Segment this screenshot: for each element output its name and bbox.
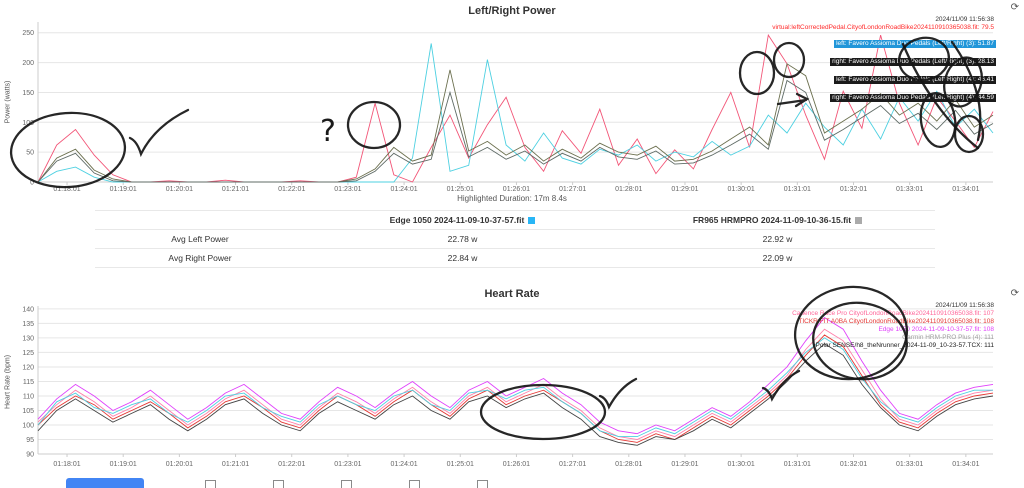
summary-table: Edge 1050 2024-11-09-10-37-57.fit FR965 … <box>95 210 935 268</box>
svg-text:90: 90 <box>26 452 34 459</box>
svg-text:01:20:01: 01:20:01 <box>166 186 193 193</box>
svg-text:01:34:01: 01:34:01 <box>952 186 979 193</box>
option-checkbox[interactable] <box>409 480 420 488</box>
heart-rate-refresh-icon[interactable]: ⟳ <box>1010 288 1019 299</box>
power-chart-title: Left/Right Power <box>468 5 556 17</box>
legend-entry: right: Favero Assioma Duo Pedals (Left/R… <box>830 94 996 102</box>
svg-text:95: 95 <box>26 437 34 444</box>
option-checkbox[interactable] <box>273 480 284 488</box>
svg-text:01:19:01: 01:19:01 <box>110 186 137 193</box>
svg-text:01:27:01: 01:27:01 <box>559 461 586 468</box>
svg-text:100: 100 <box>22 422 34 429</box>
svg-text:01:31:01: 01:31:01 <box>784 461 811 468</box>
legend-entry: virtual:leftCorrectedPedal.CityofLondonR… <box>772 24 994 31</box>
legend-entry: 2024/11/09 11:56:38 <box>935 302 994 309</box>
svg-text:01:25:01: 01:25:01 <box>447 186 474 193</box>
device-column-header: FR965 HRMPRO 2024-11-09-10-36-15.fit <box>620 210 935 230</box>
metric-label: Avg Right Power <box>95 248 305 268</box>
svg-text:01:18:01: 01:18:01 <box>53 186 80 193</box>
svg-text:01:18:01: 01:18:01 <box>53 461 80 468</box>
svg-text:01:20:01: 01:20:01 <box>166 461 193 468</box>
legend-entry: Garmin HRM-PRO Plus (4): 111 <box>902 334 994 341</box>
metric-value: 22.09 w <box>620 248 935 268</box>
svg-text:135: 135 <box>22 321 34 328</box>
series-color-swatch <box>855 217 863 224</box>
empty-header-cell <box>95 210 305 230</box>
svg-text:01:26:01: 01:26:01 <box>503 461 530 468</box>
svg-text:01:30:01: 01:30:01 <box>728 186 755 193</box>
svg-text:01:28:01: 01:28:01 <box>615 186 642 193</box>
svg-text:120: 120 <box>22 364 34 371</box>
option-checkbox[interactable] <box>205 480 216 488</box>
legend-entry: Polar SENSE/h8_theNrunner_2024-11-09_10-… <box>815 342 995 349</box>
svg-text:100: 100 <box>22 120 34 127</box>
device-column-label: FR965 HRMPRO 2024-11-09-10-36-15.fit <box>692 215 852 225</box>
heart-rate-chart[interactable]: 90 95 100 105 110 115 120 125 130 135 140 01:18:01 0… <box>0 296 1024 478</box>
legend-entry: left: Favero Assioma Duo Pedals (Left/Ri… <box>834 76 996 84</box>
svg-text:01:29:01: 01:29:01 <box>671 461 698 468</box>
svg-text:125: 125 <box>22 350 34 357</box>
svg-text:01:27:01: 01:27:01 <box>559 186 586 193</box>
svg-text:01:30:01: 01:30:01 <box>728 461 755 468</box>
svg-text:01:25:01: 01:25:01 <box>447 461 474 468</box>
svg-text:01:32:01: 01:32:01 <box>840 461 867 468</box>
legend-entry: 2024/11/09 11:56:38 <box>935 16 994 23</box>
power-chart[interactable]: 0 50 100 150 200 250 01:18:01 01:19:01 01:20:01 0… <box>0 0 1024 196</box>
legend-entry: TICKR FIT A0BA CityofLondonRoadBike20241… <box>798 318 994 325</box>
power-refresh-icon[interactable]: ⟳ <box>1010 2 1019 13</box>
svg-text:01:33:01: 01:33:01 <box>896 461 923 468</box>
highlighted-duration: Highlighted Duration: 17m 8.4s <box>457 194 567 203</box>
svg-text:250: 250 <box>22 30 34 37</box>
svg-text:01:34:01: 01:34:01 <box>952 461 979 468</box>
svg-text:01:32:01: 01:32:01 <box>840 186 867 193</box>
option-checkbox[interactable] <box>477 480 488 488</box>
action-button[interactable] <box>66 478 144 488</box>
svg-text:01:22:01: 01:22:01 <box>278 461 305 468</box>
svg-text:105: 105 <box>22 408 34 415</box>
bottom-controls-bar <box>0 476 1024 488</box>
svg-text:01:23:01: 01:23:01 <box>334 186 361 193</box>
svg-text:110: 110 <box>23 393 34 400</box>
series-color-swatch <box>528 217 536 224</box>
svg-text:01:23:01: 01:23:01 <box>334 461 361 468</box>
svg-text:0: 0 <box>30 180 34 187</box>
power-y-axis-label: Power (watts) <box>4 80 12 124</box>
svg-text:01:31:01: 01:31:01 <box>784 186 811 193</box>
svg-text:01:33:01: 01:33:01 <box>896 186 923 193</box>
svg-text:01:24:01: 01:24:01 <box>390 461 417 468</box>
svg-text:01:24:01: 01:24:01 <box>390 186 417 193</box>
svg-text:01:21:01: 01:21:01 <box>222 186 249 193</box>
legend-entry: right: Favero Assioma Duo Pedals (Left/R… <box>830 58 996 66</box>
svg-text:01:26:01: 01:26:01 <box>503 186 530 193</box>
device-column-label: Edge 1050 2024-11-09-10-37-57.fit <box>389 215 525 225</box>
svg-text:01:28:01: 01:28:01 <box>615 461 642 468</box>
power-chart-legend: 2024/11/09 11:56:38 virtual:leftCorrected… <box>770 16 996 104</box>
svg-text:01:22:01: 01:22:01 <box>278 186 305 193</box>
svg-text:01:21:01: 01:21:01 <box>222 461 249 468</box>
svg-text:140: 140 <box>22 306 34 313</box>
svg-text:01:29:01: 01:29:01 <box>671 186 698 193</box>
device-column-header: Edge 1050 2024-11-09-10-37-57.fit <box>305 210 620 230</box>
svg-text:01:19:01: 01:19:01 <box>110 461 137 468</box>
svg-text:200: 200 <box>22 60 34 67</box>
legend-entry: left: Favero Assioma Duo Pedals (Left/Ri… <box>834 40 996 48</box>
table-row: Avg Right Power 22.84 w 22.09 w <box>95 248 935 268</box>
metric-value: 22.84 w <box>305 248 620 268</box>
heart-rate-y-axis-label: Heart Rate (bpm) <box>4 354 12 410</box>
metric-label: Avg Left Power <box>95 229 305 249</box>
svg-text:50: 50 <box>26 150 34 157</box>
metric-value: 22.78 w <box>305 229 620 249</box>
metric-value: 22.92 w <box>620 229 935 249</box>
svg-text:150: 150 <box>22 90 34 97</box>
heart-rate-chart-legend: 2024/11/09 11:56:38 Cadence Race Pro City… <box>790 302 996 350</box>
option-checkbox[interactable] <box>341 480 352 488</box>
table-row: Avg Left Power 22.78 w 22.92 w <box>95 229 935 249</box>
legend-entry: Cadence Race Pro CityofLondonRoadBike202… <box>792 310 994 317</box>
heart-rate-chart-title: Heart Rate <box>484 288 540 300</box>
svg-text:115: 115 <box>23 379 34 386</box>
legend-entry: Edge 1050 2024-11-09-10-37-57.fit: 108 <box>878 326 994 333</box>
svg-text:130: 130 <box>22 335 34 342</box>
